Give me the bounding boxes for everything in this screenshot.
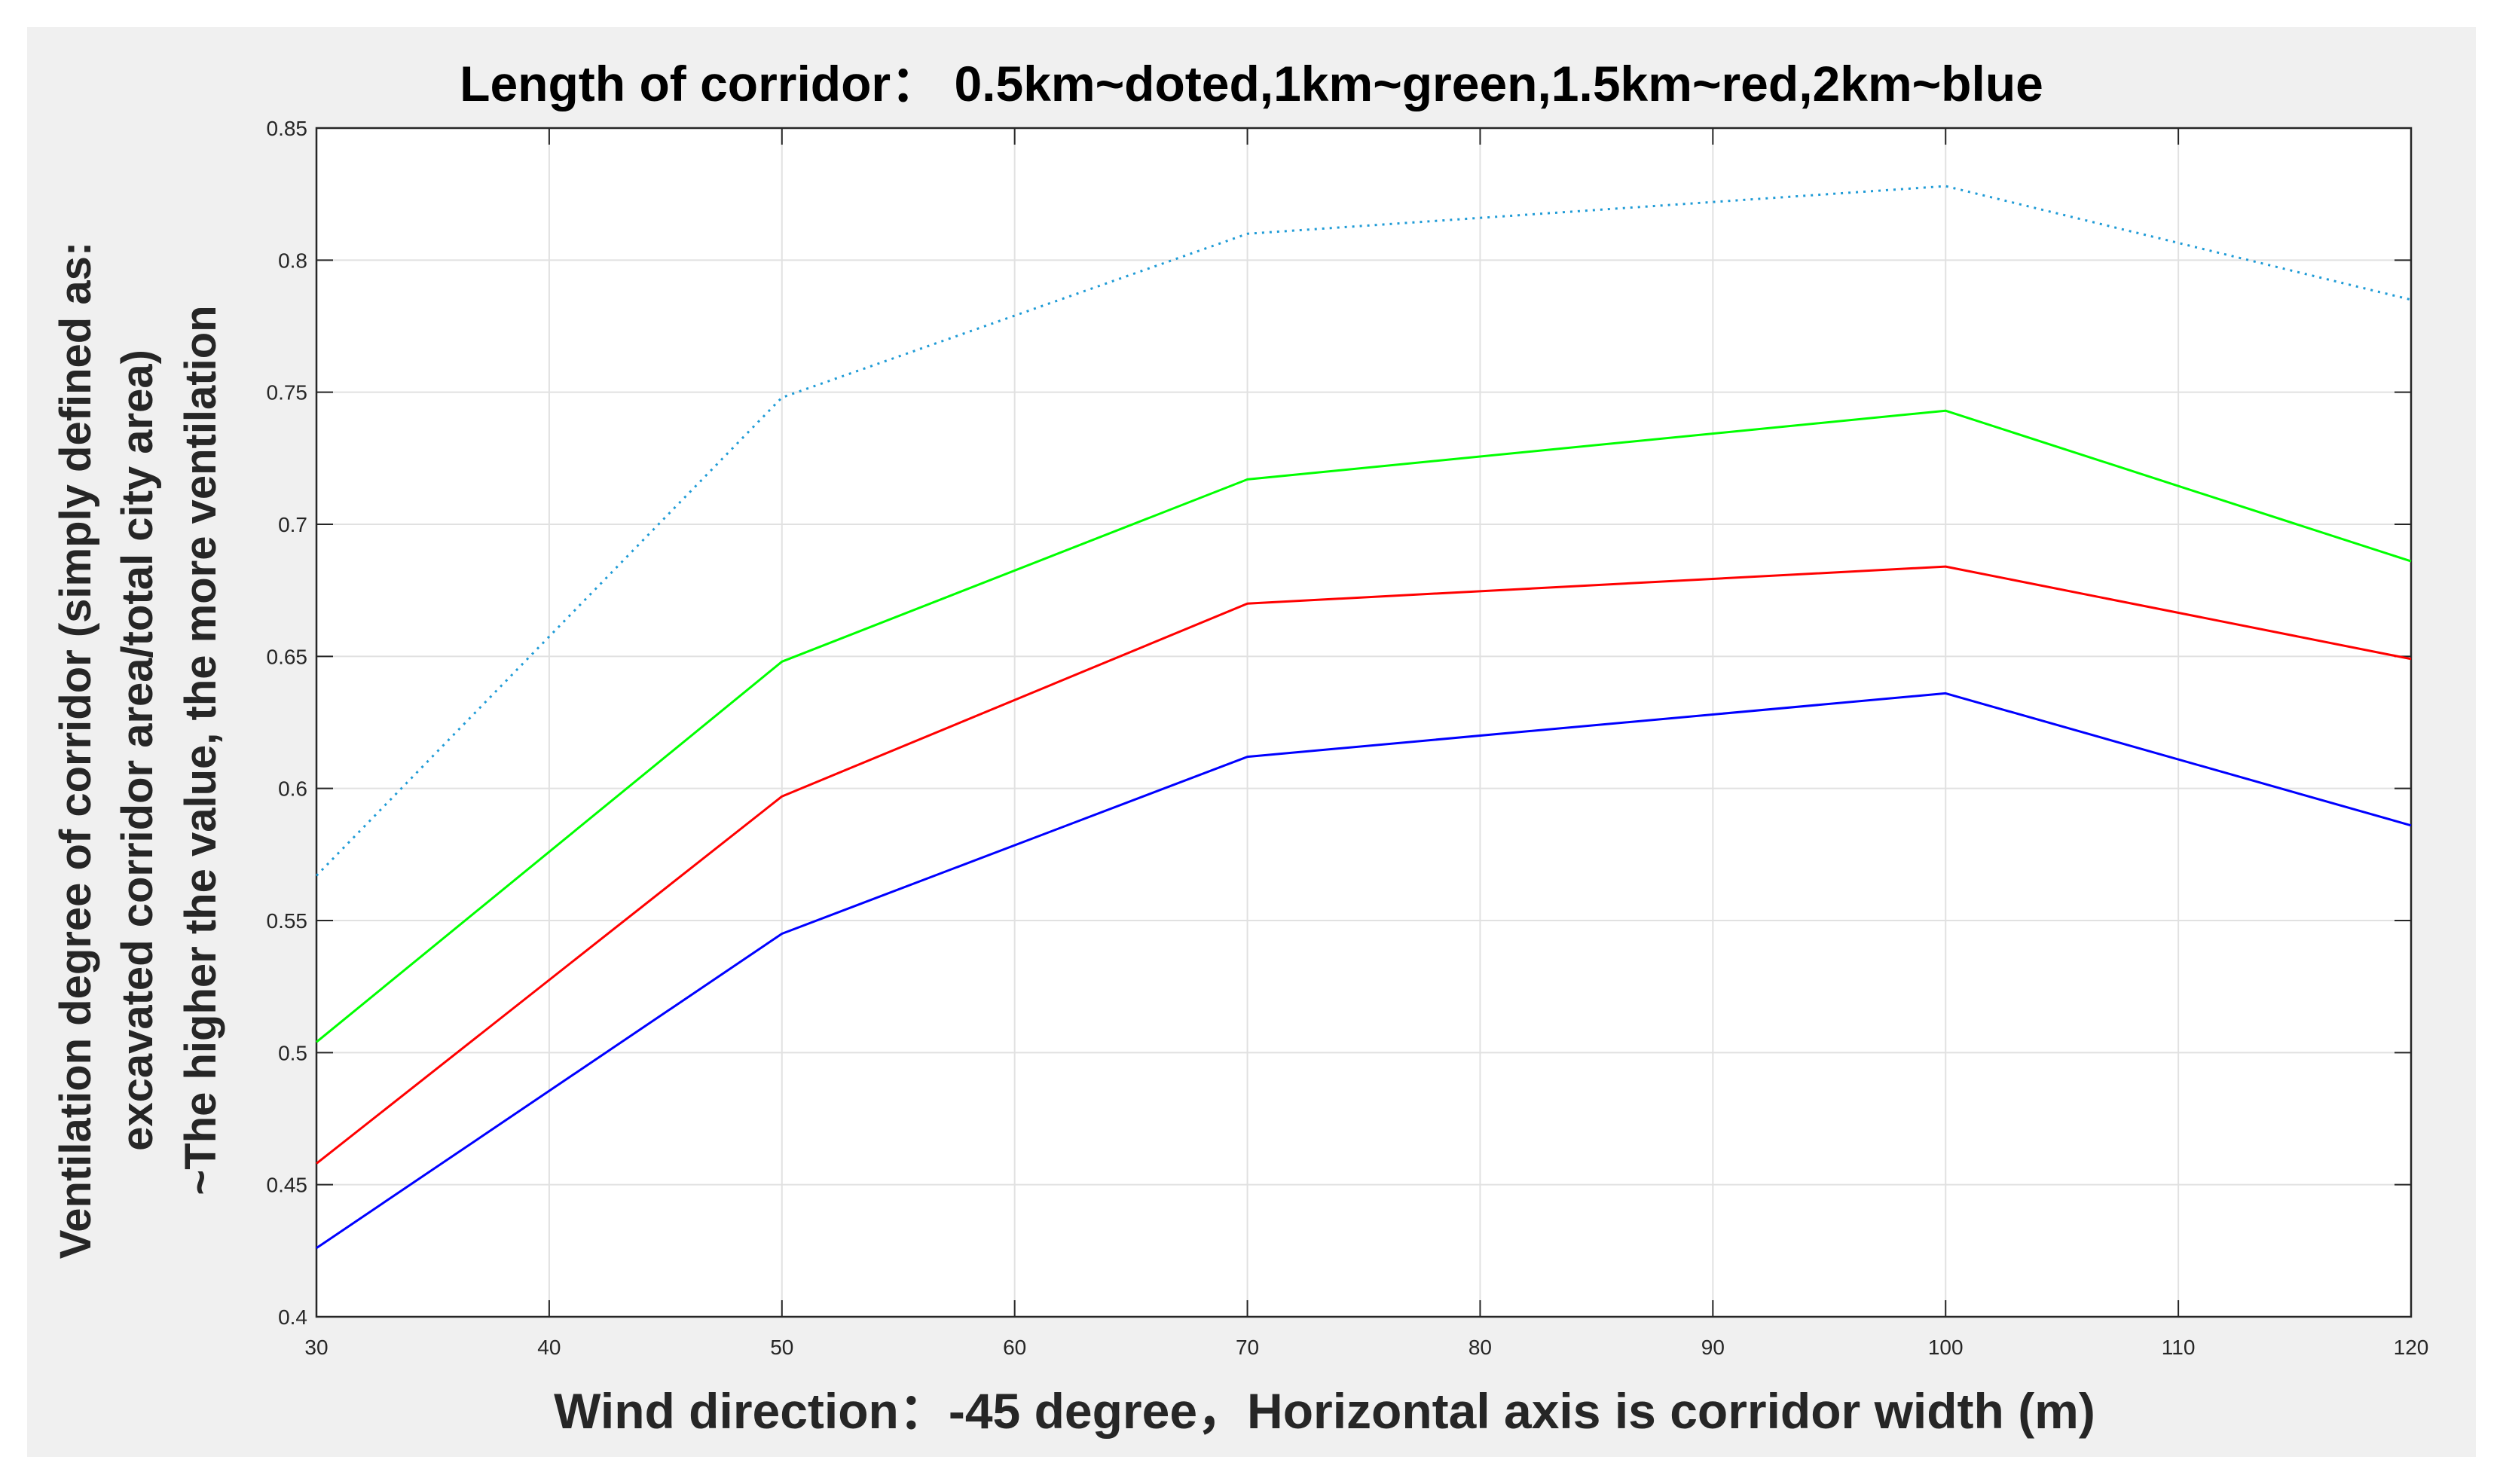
x-tick-label: 30 (304, 1336, 328, 1359)
x-tick-label: 100 (1928, 1336, 1964, 1359)
y-tick-label: 0.4 (278, 1305, 307, 1329)
y-tick-label: 0.65 (267, 645, 308, 668)
y-tick-label: 0.8 (278, 249, 307, 272)
y-tick-label: 0.7 (278, 513, 307, 536)
y-tick-label: 0.75 (267, 381, 308, 405)
grid-layer (316, 127, 2412, 1318)
x-tick-label: 110 (2162, 1336, 2196, 1359)
y-axis-label-line-3: ~The higher the value, the more ventilat… (176, 305, 225, 1195)
tick-labels: 30 40 50 60 70 80 90 100 110 120 0.4 0.45 0.5 0.55 0.6… (267, 117, 2429, 1359)
axes-layer (315, 127, 2413, 1318)
x-tick-label: 50 (770, 1336, 793, 1359)
y-axis-label-line-2: excavated corridor area/total city area) (113, 350, 162, 1151)
figure-panel: 30 40 50 60 70 80 90 100 110 120 0.4 0.45 0.5 0.55 0.6… (27, 27, 2476, 1457)
x-tick-label: 60 (1003, 1336, 1026, 1359)
series-layer (315, 185, 2412, 1250)
y-tick-label: 0.45 (267, 1174, 308, 1197)
series-line-4 (316, 692, 2412, 1250)
x-tick-label: 70 (1236, 1336, 1259, 1359)
x-axis-label: Wind direction：-45 degree，Horizontal axi… (554, 1383, 2095, 1439)
line-chart: 30 40 50 60 70 80 90 100 110 120 0.4 0.45 0.5 0.55 0.6… (51, 56, 2429, 1439)
chart-title: Length of corridor： 0.5km~doted,1km~gree… (460, 56, 2043, 111)
axes-box (315, 127, 2413, 1318)
plot-area (316, 128, 2411, 1317)
y-tick-label: 0.55 (267, 909, 308, 933)
series-line-2 (316, 409, 2412, 1043)
y-axis-label: Ventilation degree of corridor (simply d… (51, 242, 225, 1259)
series-line-3 (316, 565, 2412, 1165)
x-tick-label: 120 (2394, 1336, 2429, 1359)
y-tick-label: 0.6 (278, 777, 307, 801)
x-tick-label: 90 (1701, 1336, 1725, 1359)
x-tick-label: 40 (537, 1336, 561, 1359)
y-tick-label: 0.85 (267, 117, 308, 140)
y-tick-label: 0.5 (278, 1041, 307, 1064)
series-line-1 (315, 185, 2412, 877)
y-axis-label-line-1: Ventilation degree of corridor (simply d… (51, 242, 100, 1259)
x-tick-label: 80 (1468, 1336, 1492, 1359)
